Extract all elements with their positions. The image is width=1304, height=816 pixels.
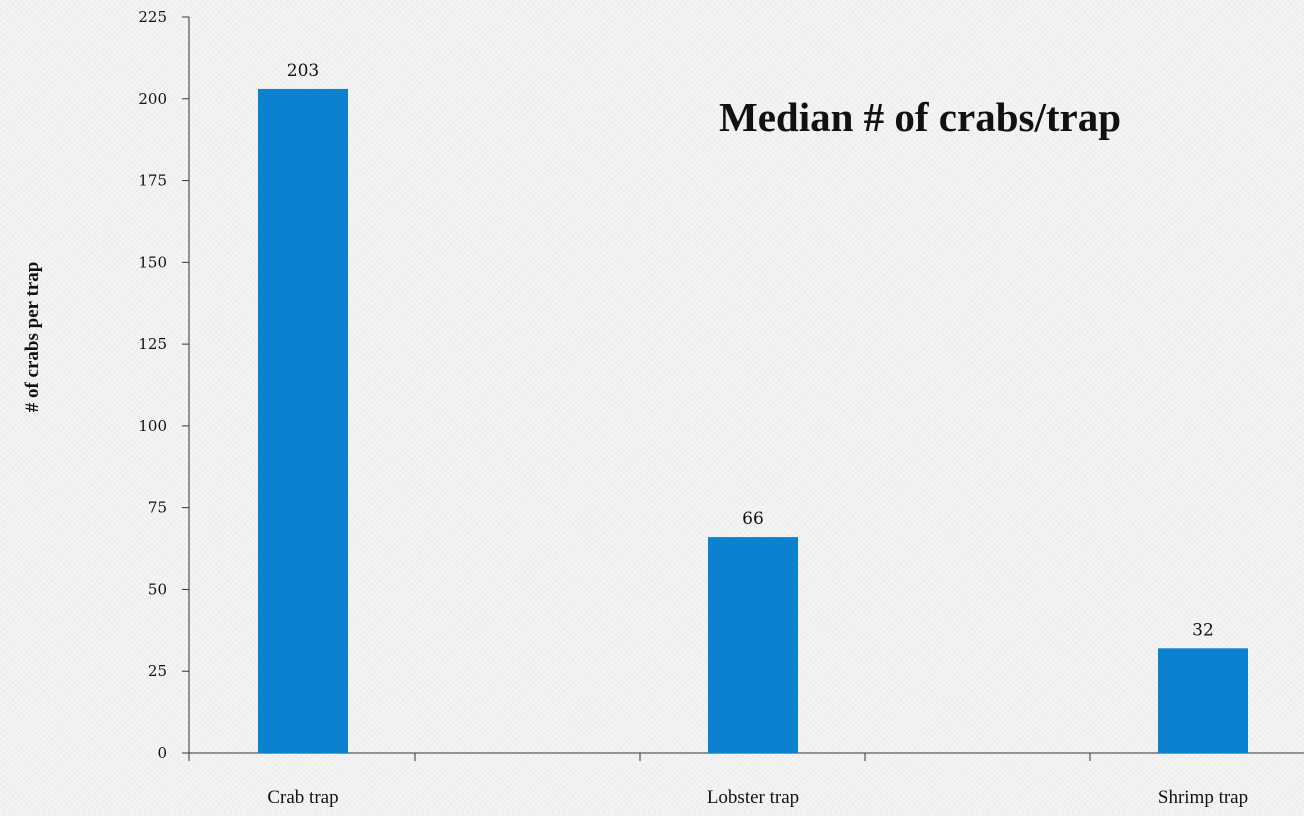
x-category-label: Crab trap xyxy=(267,787,338,808)
x-category-label: Shrimp trap xyxy=(1158,787,1248,808)
bar xyxy=(1158,648,1248,753)
data-label: 32 xyxy=(1192,620,1214,640)
y-tick-label: 50 xyxy=(148,580,167,598)
y-axis-label: # of crabs per trap xyxy=(22,262,43,413)
labels: 0 25 50 75 100 125 150 175 200 225 203 Crab trap 66 L… xyxy=(138,8,1248,808)
y-tick-label: 175 xyxy=(138,172,167,190)
y-tick-label: 0 xyxy=(157,744,167,762)
y-tick-label: 75 xyxy=(148,499,167,517)
x-category-label: Lobster trap xyxy=(707,787,799,808)
y-tick-label: 100 xyxy=(138,417,167,435)
y-tick-label: 200 xyxy=(138,90,167,108)
data-label: 66 xyxy=(742,509,764,529)
bar xyxy=(258,88,348,753)
data-label: 203 xyxy=(287,61,319,81)
y-tick-label: 150 xyxy=(138,253,167,271)
bar xyxy=(708,537,798,753)
y-tick-label: 125 xyxy=(138,335,167,353)
y-tick-label: 225 xyxy=(138,8,167,26)
bars xyxy=(258,88,1248,753)
chart-title: Median # of crabs/trap xyxy=(719,94,1121,140)
y-tick-label: 25 xyxy=(148,662,167,680)
